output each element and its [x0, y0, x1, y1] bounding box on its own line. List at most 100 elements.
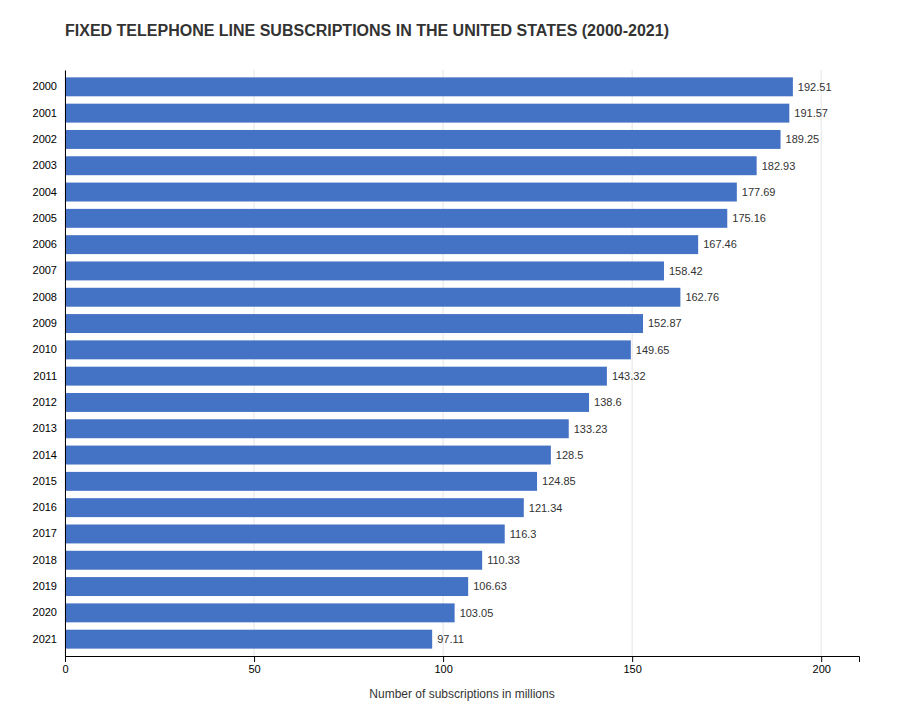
bar [65, 288, 680, 307]
x-tick-mark [821, 656, 822, 662]
data-labels: 192.51191.57189.25182.93177.69175.16167.… [437, 81, 831, 645]
data-label: 97.11 [437, 633, 464, 645]
bar [65, 104, 789, 123]
grid [65, 70, 821, 656]
y-tick: 2001 [33, 107, 57, 119]
x-tick-mark [65, 656, 66, 662]
x-tick-label: 50 [248, 663, 260, 675]
bar [65, 367, 607, 386]
bar [65, 130, 781, 149]
bar [65, 524, 505, 543]
y-tick-label: 2021 [33, 633, 57, 645]
data-label: 116.3 [510, 528, 537, 540]
bar [65, 498, 524, 517]
bar [65, 235, 698, 254]
bar [65, 419, 569, 438]
data-label: 103.05 [460, 607, 494, 619]
y-tick-label: 2020 [33, 606, 57, 618]
data-label: 121.34 [529, 502, 563, 514]
data-label: 149.65 [636, 344, 670, 356]
bar [65, 551, 482, 570]
x-tick-mark [254, 656, 255, 662]
x-axis-title: Number of subscriptions in millions [369, 687, 554, 701]
data-label: 128.5 [556, 449, 584, 461]
x-tick: 100 [434, 656, 452, 675]
y-tick-label: 2009 [33, 317, 57, 329]
y-tick-label: 2002 [33, 133, 57, 145]
y-tick-label: 2000 [33, 80, 57, 92]
data-label: 133.23 [574, 423, 608, 435]
y-tick: 2013 [33, 422, 57, 434]
y-axis-line [65, 71, 66, 657]
title: FIXED TELEPHONE LINE SUBSCRIPTIONS IN TH… [65, 22, 669, 39]
x-tick-label: 150 [623, 663, 641, 675]
y-tick-label: 2018 [33, 554, 57, 566]
grid-line [821, 70, 822, 656]
chart-container: FIXED TELEPHONE LINE SUBSCRIPTIONS IN TH… [0, 0, 909, 721]
y-tick: 2016 [33, 501, 57, 513]
data-label: 158.42 [669, 265, 703, 277]
y-tick: 2006 [33, 238, 57, 250]
y-tick-label: 2001 [33, 107, 57, 119]
y-tick: 2018 [33, 554, 57, 566]
y-tick: 2012 [33, 396, 57, 408]
data-label: 138.6 [594, 396, 622, 408]
data-label: 182.93 [762, 160, 796, 172]
x-tick-mark [443, 656, 444, 662]
x-tick: 50 [248, 656, 260, 675]
data-label: 189.25 [786, 133, 820, 145]
y-axis: 2000 2001 2002 2003 2004 2005 2006 2007 2008 2009… [33, 71, 66, 657]
y-tick-label: 2008 [33, 291, 57, 303]
y-tick: 2014 [33, 449, 57, 461]
y-tick: 2004 [33, 186, 57, 198]
y-tick-label: 2010 [33, 343, 57, 355]
y-tick-label: 2017 [33, 527, 57, 539]
y-tick-label: 2003 [33, 159, 57, 171]
data-label: 167.46 [703, 238, 737, 250]
y-tick: 2010 [33, 343, 57, 355]
x-tick: 150 [623, 656, 641, 675]
data-label: 191.57 [794, 107, 828, 119]
data-label: 177.69 [742, 186, 776, 198]
bar [65, 156, 757, 175]
data-label: 124.85 [542, 475, 576, 487]
plot: 192.51191.57189.25182.93177.69175.16167.… [33, 70, 860, 675]
y-tick-label: 2006 [33, 238, 57, 250]
x-tick: 200 [813, 656, 831, 675]
y-tick-label: 2016 [33, 501, 57, 513]
bar [65, 261, 664, 280]
x-tick-label: 0 [62, 663, 68, 675]
data-label: 152.87 [648, 317, 682, 329]
y-tick: 2011 [33, 370, 57, 382]
bar [65, 577, 468, 596]
y-tick-label: 2004 [33, 186, 57, 198]
bar [65, 340, 631, 359]
bar [65, 183, 737, 202]
y-tick: 2017 [33, 527, 57, 539]
y-tick-label: 2013 [33, 422, 57, 434]
bar [65, 630, 432, 649]
x-axis-line [66, 657, 860, 663]
data-label: 110.33 [487, 554, 520, 566]
bar [65, 446, 551, 465]
y-tick: 2007 [33, 264, 57, 276]
y-tick: 2005 [33, 212, 57, 224]
y-tick: 2002 [33, 133, 57, 145]
grid-line [65, 70, 66, 656]
y-tick-label: 2014 [33, 449, 57, 461]
y-tick: 2003 [33, 159, 57, 171]
y-tick: 2009 [33, 317, 57, 329]
data-label: 162.76 [685, 291, 719, 303]
y-tick: 2020 [33, 606, 57, 618]
y-tick-label: 2015 [33, 475, 57, 487]
bars [65, 77, 793, 648]
bar [65, 603, 455, 622]
x-tick: 0 [62, 656, 68, 675]
x-tick-mark [632, 656, 633, 662]
chart-svg: FIXED TELEPHONE LINE SUBSCRIPTIONS IN TH… [0, 0, 909, 721]
bar [65, 472, 537, 491]
y-tick: 2008 [33, 291, 57, 303]
data-label: 106.63 [473, 580, 507, 592]
bar [65, 77, 793, 96]
bar [65, 209, 727, 228]
